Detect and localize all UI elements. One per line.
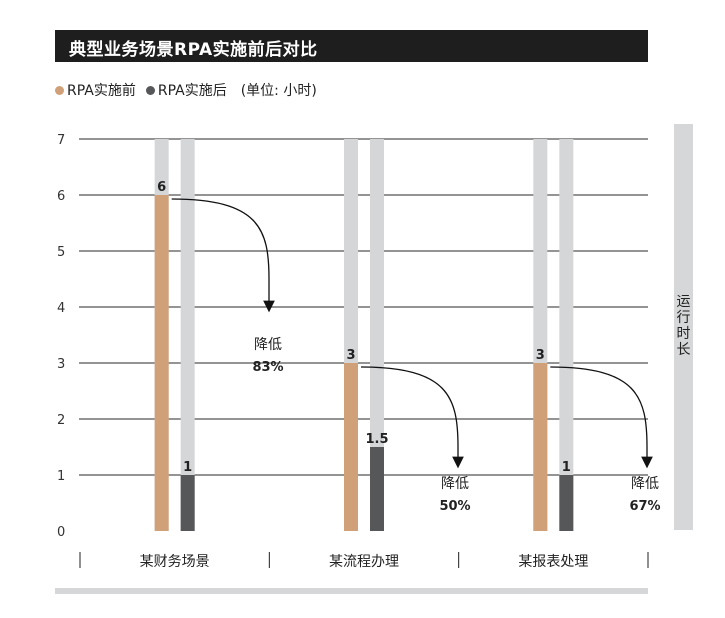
annotation-label: 降低 xyxy=(631,476,659,492)
title-bar: 典型业务场景RPA实施前后对比 xyxy=(55,30,648,62)
data-label: 1 xyxy=(183,460,192,475)
y-tick-label: 2 xyxy=(57,413,65,428)
bar-after xyxy=(559,475,574,531)
data-label: 1 xyxy=(562,460,571,475)
y-axis-title-panel: 运行时长 xyxy=(674,124,693,530)
y-tick-label: 6 xyxy=(57,189,65,204)
y-tick-label: 7 xyxy=(57,133,65,148)
y-tick-label: 1 xyxy=(57,469,65,484)
legend-swatch-after xyxy=(145,86,155,95)
reduction-arrow xyxy=(171,198,275,313)
data-label: 6 xyxy=(157,180,166,195)
x-category-label: 某报表处理 xyxy=(518,554,588,570)
bar-before xyxy=(533,363,548,531)
reduction-arrow xyxy=(360,366,464,469)
legend-label-before: RPA实施前 xyxy=(67,83,136,99)
bar-after xyxy=(180,475,195,531)
data-label: 3 xyxy=(346,348,355,363)
y-tick-label: 4 xyxy=(57,301,65,316)
legend-label-after: RPA实施后 xyxy=(157,83,227,99)
x-category-label: 某流程办理 xyxy=(329,554,399,570)
annotation-percent: 83% xyxy=(252,360,283,375)
x-category-label: 某财务场景 xyxy=(140,554,210,570)
chart-title: 典型业务场景RPA实施前后对比 xyxy=(69,40,318,60)
y-tick-label: 3 xyxy=(57,357,65,372)
legend: RPA实施前 RPA实施后 (单位: 小时) xyxy=(55,80,317,100)
bar-track xyxy=(559,139,574,531)
annotation-percent: 50% xyxy=(439,499,470,514)
bottom-rule xyxy=(55,588,648,594)
reduction-arrow xyxy=(550,366,653,469)
annotation-label: 降低 xyxy=(441,476,469,492)
annotation-percent: 67% xyxy=(629,499,660,514)
unit-label: (单位: 小时) xyxy=(240,83,317,99)
bar-track xyxy=(370,139,384,531)
bar-after xyxy=(370,447,384,531)
legend-swatch-before xyxy=(55,86,64,95)
bar-before xyxy=(154,195,169,531)
bar-track xyxy=(180,139,195,531)
y-axis-title: 运行时长 xyxy=(676,294,691,358)
data-label: 3 xyxy=(536,348,545,363)
y-tick-label: 5 xyxy=(57,245,65,260)
data-label: 1.5 xyxy=(365,432,388,447)
bar-before xyxy=(344,363,358,531)
y-tick-label: 0 xyxy=(57,525,65,540)
annotation-label: 降低 xyxy=(254,337,282,353)
